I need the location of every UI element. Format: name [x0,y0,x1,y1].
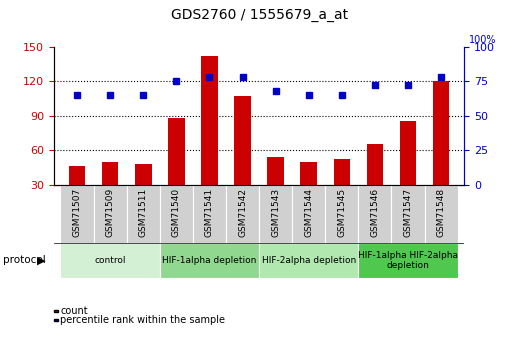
Text: GSM71547: GSM71547 [404,188,412,237]
Bar [359,243,458,278]
Text: GSM71542: GSM71542 [238,188,247,237]
Bar [193,185,226,243]
Bar [359,185,391,243]
Text: ▶: ▶ [37,256,46,265]
Text: protocol: protocol [3,256,45,265]
Bar [61,185,93,243]
Bar [367,144,383,219]
Bar [391,185,425,243]
Bar [292,185,325,243]
Bar [201,56,218,219]
Bar [127,185,160,243]
Bar [160,243,259,278]
Bar [135,164,151,219]
Text: 100%: 100% [469,35,497,45]
Bar [234,96,251,219]
Text: percentile rank within the sample: percentile rank within the sample [60,315,225,325]
Text: GSM71507: GSM71507 [72,188,82,237]
Bar [61,243,160,278]
Bar [259,243,359,278]
Bar [333,159,350,219]
Bar [259,185,292,243]
Bar [69,166,85,219]
Bar [433,81,449,219]
Text: GSM71541: GSM71541 [205,188,214,237]
Text: GSM71548: GSM71548 [437,188,446,237]
Text: GSM71543: GSM71543 [271,188,280,237]
Text: count: count [60,306,88,316]
Bar [160,185,193,243]
Text: HIF-1alpha HIF-2alpha
depletion: HIF-1alpha HIF-2alpha depletion [358,251,458,270]
Bar [168,118,185,219]
Text: GSM71546: GSM71546 [370,188,380,237]
Text: GDS2760 / 1555679_a_at: GDS2760 / 1555679_a_at [170,8,348,22]
Text: control: control [94,256,126,265]
Text: HIF-2alpha depletion: HIF-2alpha depletion [262,256,356,265]
Text: GSM71540: GSM71540 [172,188,181,237]
Bar [400,121,416,219]
Text: GSM71544: GSM71544 [304,188,313,237]
Bar [93,185,127,243]
Bar [226,185,259,243]
Bar [425,185,458,243]
Bar [102,161,119,219]
Bar [267,157,284,219]
Text: GSM71509: GSM71509 [106,188,114,237]
Text: GSM71545: GSM71545 [338,188,346,237]
Text: HIF-1alpha depletion: HIF-1alpha depletion [162,256,256,265]
Bar [325,185,359,243]
Text: GSM71511: GSM71511 [139,188,148,237]
Bar [301,161,317,219]
